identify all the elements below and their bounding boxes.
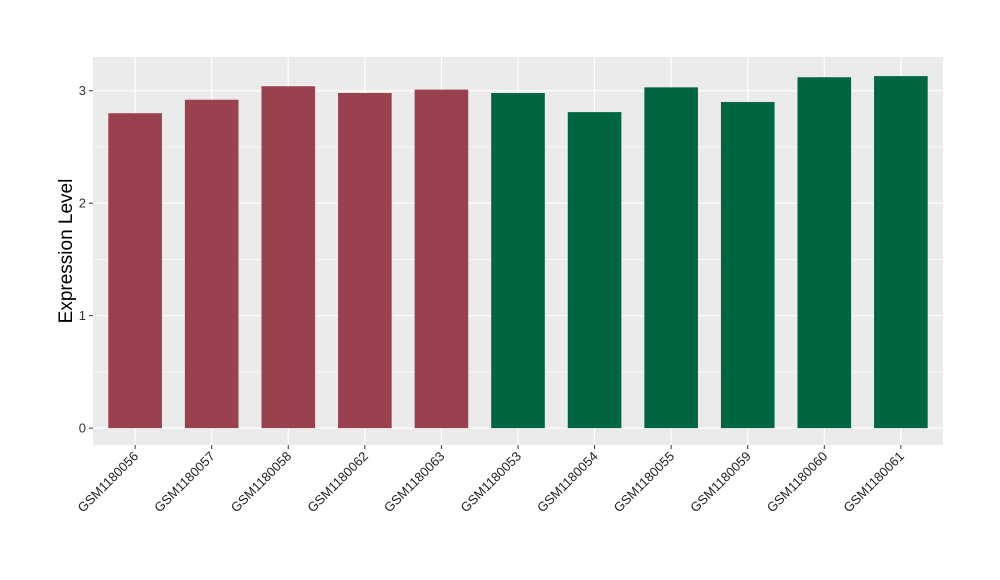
x-tick-label: GSM1180063 [381,449,448,516]
x-tick-label: GSM1180055 [611,449,678,516]
y-tick-label: 2 [79,196,86,211]
x-tick-label: GSM1180061 [840,449,907,516]
bar-GSM1180063 [414,89,469,429]
bar-GSM1180062 [338,92,392,429]
x-tick-label: GSM1180053 [457,449,524,516]
bar-GSM1180059 [720,101,775,429]
bars [108,76,928,429]
bar-GSM1180058 [261,86,316,429]
bar-GSM1180055 [644,87,698,429]
y-tick-label: 3 [79,83,86,98]
x-tick-label: GSM1180060 [764,449,831,516]
x-tick-label: GSM1180057 [151,449,218,516]
x-tick-label: GSM1180058 [228,449,295,516]
x-tick-label: GSM1180054 [534,449,601,516]
x-tick-label: GSM1180059 [687,449,754,516]
y-tick-label: 1 [79,308,86,323]
bar-GSM1180057 [184,99,239,429]
bar-GSM1180056 [108,113,162,429]
y-tick-label: 0 [79,421,86,436]
x-tick-label: GSM1180056 [75,449,142,516]
x-tick-label: GSM1180062 [304,449,371,516]
y-axis-title: Expression Level [56,179,77,324]
bar-GSM1180061 [874,76,928,429]
bar-GSM1180060 [797,77,852,429]
bar-GSM1180054 [567,112,622,429]
y-axis-ticks: 0 1 2 3 [79,83,93,436]
bar-GSM1180053 [491,92,545,429]
x-axis-ticks: GSM1180056 GSM1180057 GSM1180058 GSM1180062… [75,445,907,515]
